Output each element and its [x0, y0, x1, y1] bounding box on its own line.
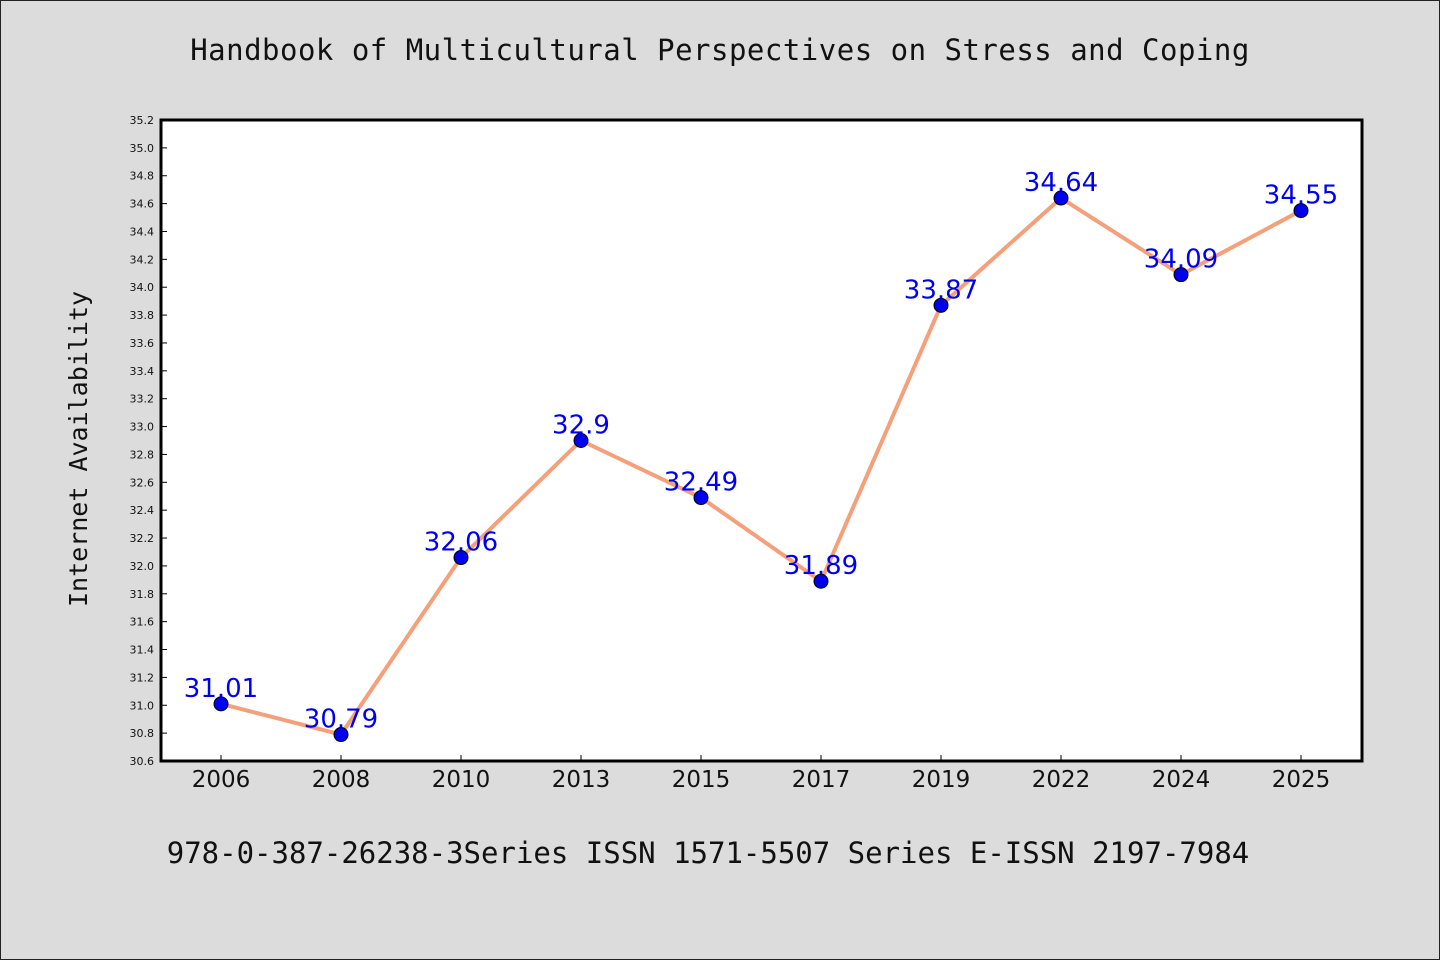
y-tick-label: 35.0 — [130, 142, 155, 155]
x-tick-label: 2006 — [192, 767, 251, 793]
data-point — [573, 433, 589, 448]
x-tick-label: 2015 — [672, 767, 731, 793]
series-1: 31.01 30.79 32.06 32.9 32.49 31.89 33.87 34.64 3… — [184, 168, 1338, 743]
y-tick-label: 32.8 — [130, 448, 155, 461]
data-label: 34.55 — [1264, 181, 1338, 211]
y-tick-label: 32.6 — [130, 476, 155, 489]
x-tick-label: 2025 — [1272, 767, 1331, 793]
data-label: 32.9 — [552, 411, 610, 441]
series-line — [220, 196, 1302, 737]
data-point — [693, 490, 709, 506]
chart-footer: 978-0-387-26238-3Series ISSN 1571-5507 S… — [166, 836, 1250, 870]
data-point — [933, 297, 949, 313]
y-tick-label: 34.8 — [130, 170, 155, 183]
data-label: 31.89 — [784, 551, 858, 581]
y-tick-label: 34.2 — [130, 253, 155, 266]
data-label: 34.09 — [1144, 245, 1218, 275]
x-tick-label: 2024 — [1152, 767, 1211, 793]
data-label: 34.64 — [1024, 168, 1098, 198]
x-tick-label: 2022 — [1032, 767, 1091, 793]
y-axis: 30.6 30.8 31.0 31.2 31.4 31.6 31.8 32.0 32.2 32.4… — [130, 114, 167, 768]
data-point — [333, 727, 349, 743]
data-label: 32.49 — [664, 468, 738, 498]
data-point — [453, 550, 469, 566]
x-tick-label: 2010 — [432, 767, 491, 793]
y-tick-label: 31.6 — [130, 616, 155, 629]
data-point — [1053, 190, 1069, 206]
y-axis-label: Internet Availability — [64, 291, 93, 607]
x-tick-label: 2008 — [312, 767, 371, 793]
y-tick-label: 33.6 — [130, 337, 155, 350]
data-label: 30.79 — [304, 705, 378, 735]
y-tick-label: 34.6 — [130, 198, 155, 211]
x-tick-label: 2013 — [552, 767, 611, 793]
y-tick-label: 31.2 — [130, 671, 155, 684]
chart-title: Handbook of Multicultural Perspectives o… — [190, 33, 1250, 67]
data-point — [1173, 267, 1189, 283]
y-tick-label: 35.2 — [130, 114, 155, 127]
y-tick-label: 31.4 — [130, 644, 155, 657]
y-tick-label: 33.2 — [130, 393, 155, 406]
x-tick-label: 2019 — [912, 767, 971, 793]
y-tick-label: 31.8 — [130, 588, 155, 601]
y-tick-label: 34.0 — [130, 281, 155, 294]
y-tick-label: 32.2 — [130, 532, 155, 545]
y-tick-label: 32.4 — [130, 504, 155, 517]
y-tick-label: 31.0 — [130, 699, 155, 712]
data-label: 32.06 — [424, 528, 498, 558]
x-tick-label: 2017 — [792, 767, 851, 793]
y-tick-label: 33.0 — [130, 421, 155, 434]
y-tick-label: 30.8 — [130, 727, 155, 740]
data-point — [813, 573, 829, 589]
plot-area — [159, 118, 1364, 763]
data-point — [1293, 203, 1309, 219]
data-label: 31.01 — [184, 674, 258, 704]
data-point — [213, 696, 229, 712]
y-tick-label: 34.4 — [130, 225, 155, 238]
x-axis: 2006 2008 2010 2013 2015 2017 2019 2022 2024 2025 — [192, 755, 1331, 793]
y-tick-label: 32.0 — [130, 560, 155, 573]
y-tick-label: 33.4 — [130, 365, 155, 378]
y-tick-label: 30.6 — [130, 755, 155, 768]
data-label: 33.87 — [904, 275, 978, 305]
y-tick-label: 33.8 — [130, 309, 155, 322]
